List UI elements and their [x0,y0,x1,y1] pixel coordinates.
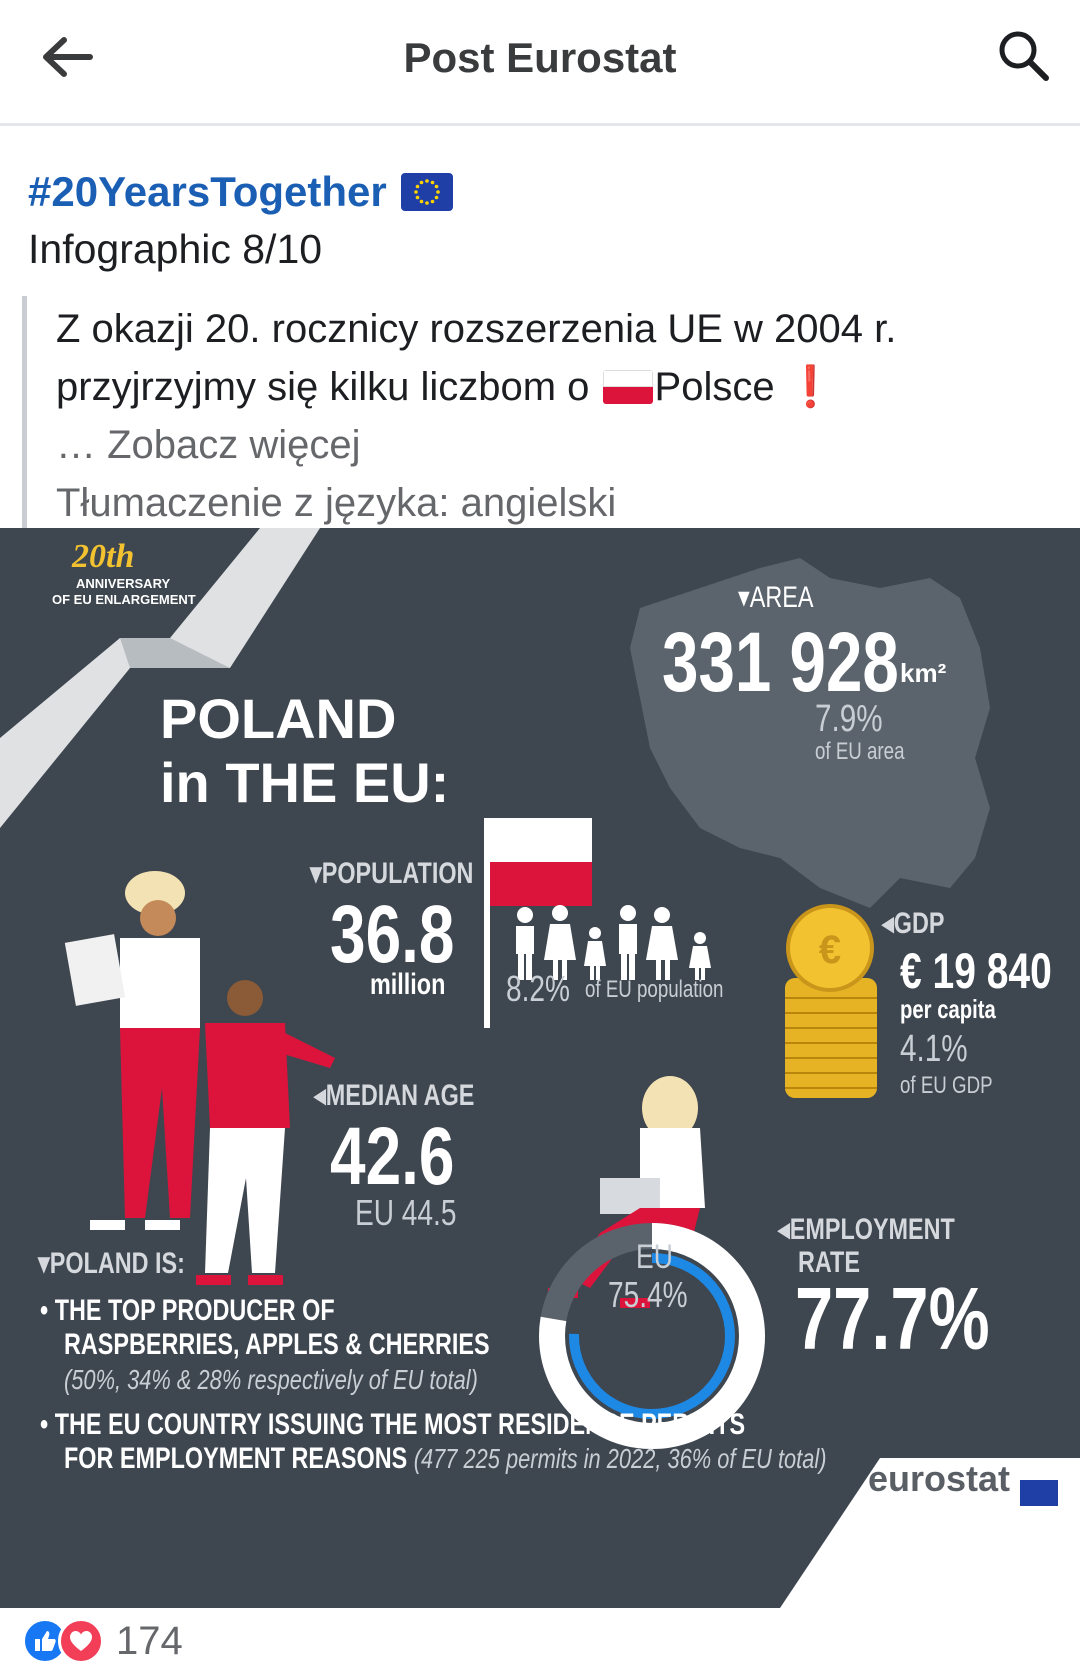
search-icon[interactable] [996,28,1052,84]
arrow-left-icon[interactable] [38,32,98,82]
median-age-label: ◂MEDIAN AGE [314,1079,475,1112]
quote-divider [22,296,27,528]
post-text-line-2-start: przyjrzyjmy się kilku liczbom o [56,365,590,409]
poland-is-bullet-1-note: (50%, 34% & 28% respectively of EU total… [64,1364,478,1395]
employment-eu-value: 75.4% [608,1274,688,1315]
median-age-value: 42.6 [330,1111,455,1202]
population-value: 36.8 [330,889,455,980]
median-age-eu: EU 44.5 [355,1192,457,1233]
gdp-value: € 19 840 [900,943,1052,999]
infographic-title-1: POLAND [160,687,397,750]
eurostat-logo: eurostat [868,1458,1011,1499]
gdp-share-note: of EU GDP [900,1072,993,1099]
people-illustration [64,871,335,1285]
hashtag-link[interactable]: #20YearsTogether [28,168,387,215]
see-more-link[interactable]: … Zobacz więcej [56,423,361,467]
area-value: 331 928 [662,615,899,709]
employment-label-2: RATE [798,1246,860,1279]
ribbon-shape [0,528,320,828]
page-title: Post Eurostat [403,34,677,81]
population-share: 8.2% [506,968,571,1009]
flag-pole [484,818,490,1028]
flag-red [490,862,592,906]
gdp-share: 4.1% [900,1028,968,1070]
triangle-left-icon: ◂ [778,1213,790,1246]
employment-eu-label: EU [636,1238,673,1276]
exclamation-icon: ❗ [785,365,836,409]
bullet-icon: • [40,1408,49,1441]
bullet-icon: • [40,1294,49,1327]
top-bar: Post Eurostat [0,0,1080,126]
population-share-note: of EU population [585,976,724,1003]
triangle-left-icon: ◂ [882,907,894,940]
population-unit: million [370,968,446,1001]
svg-text:€: € [819,928,841,972]
triangle-down-icon: ▾ [310,857,322,890]
anniversary-line-2: OF EU ENLARGEMENT [52,592,196,607]
flag-white [490,818,592,862]
area-share-note: of EU area [815,738,905,765]
anniversary-script: 20th [72,538,135,575]
poland-is-bullet-2-line-2: FOR EMPLOYMENT REASONS (477 225 permits … [64,1442,827,1475]
poland-map [630,558,990,908]
employment-label-1: ◂EMPLOYMENT [778,1213,955,1246]
reaction-count[interactable]: 174 [116,1618,183,1663]
triangle-left-icon: ◂ [314,1079,326,1112]
infographic-graphics: € [0,528,1080,1608]
poland-flag-icon [602,370,653,404]
family-icons [516,905,711,980]
infographic[interactable]: € [0,528,1080,1608]
reactions-bar[interactable]: 174 [22,1618,183,1664]
post-text-line-2: przyjrzyjmy się kilku liczbom o Polsce ❗ [56,358,1056,416]
post-subtitle: Infographic 8/10 [28,226,323,272]
translation-note[interactable]: Tłumaczenie z języka: angielski [56,481,617,525]
area-share: 7.9% [815,698,883,740]
population-label: ▾POPULATION [310,857,474,890]
area-unit: km² [900,658,947,688]
post-text-line-2-end: Polsce [654,365,775,409]
gdp-unit: per capita [900,994,996,1024]
employment-donut [539,1223,765,1449]
poland-is-bullet-1-line-2: RASPBERRIES, APPLES & CHERRIES [64,1328,490,1361]
employment-value: 77.7% [795,1269,990,1368]
post-hashtag-row: #20YearsTogether [28,168,453,216]
gdp-label: ◂GDP [882,907,945,940]
infographic-title-2: in THE EU: [160,751,450,814]
triangle-down-icon: ▾ [38,1247,50,1280]
anniversary-line-1: ANNIVERSARY [76,576,171,591]
post-text: Z okazji 20. rocznicy rozszerzenia UE w … [56,300,1056,532]
post-text-line-1: Z okazji 20. rocznicy rozszerzenia UE w … [56,307,897,351]
area-label: ▾AREA [738,581,814,614]
eu-flag-icon [400,173,453,211]
eu-flag-brand [1020,1480,1058,1506]
brand-wedge [780,1458,1080,1608]
poland-is-bullet-2-line-1: • THE EU COUNTRY ISSUING THE MOST RESIDE… [40,1408,746,1441]
heart-icon[interactable] [58,1618,104,1664]
like-icon[interactable] [22,1618,68,1664]
triangle-down-icon: ▾ [738,581,750,614]
coin-stack: € [785,904,877,1098]
poland-is-bullet-1-line-1: • THE TOP PRODUCER OF [40,1294,335,1327]
poland-is-label: ▾POLAND IS: [38,1247,185,1280]
